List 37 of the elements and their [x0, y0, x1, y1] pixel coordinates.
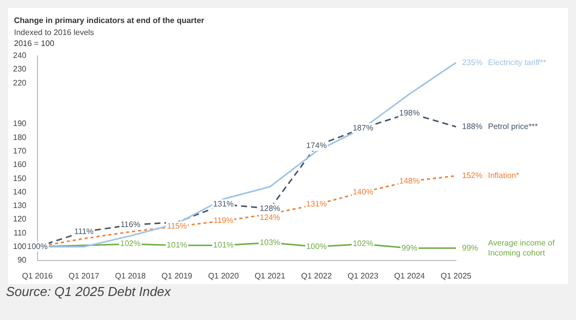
- x-tick-label: Q1 2019: [162, 271, 193, 280]
- y-tick-label: 190: [12, 119, 27, 128]
- y-tick-label: 230: [12, 64, 27, 74]
- chart-title: Change in primary indicators at end of the quarter: [14, 16, 204, 25]
- source-note: Source: Q1 2025 Debt Index: [6, 284, 171, 299]
- text: Inflation*: [488, 171, 520, 180]
- y-tick-label: 170: [12, 146, 27, 156]
- x-tick-label: Q1 2021: [254, 271, 286, 280]
- y-tick-label: 130: [12, 201, 27, 210]
- text: Petrol price***: [488, 122, 538, 131]
- text: Electricity tariff**: [488, 58, 546, 67]
- y-tick-label: 120: [12, 214, 27, 224]
- y-tick-label: 150: [12, 174, 27, 183]
- x-tick-label: Q1 2024: [394, 271, 426, 280]
- chart-subtitle: Indexed to 2016 levels: [14, 28, 94, 37]
- data-label: 152%: [462, 171, 482, 180]
- y-tick-label: 90: [17, 256, 27, 265]
- y-tick-label: 220: [12, 78, 27, 88]
- data-label: 99%: [462, 243, 478, 252]
- data-label: 124%: [260, 213, 280, 222]
- y-tick-label: 180: [12, 132, 27, 142]
- y-tick-label: 240: [12, 51, 27, 60]
- x-tick-label: Q1 2022: [301, 271, 332, 280]
- x-tick-label: Q1 2017: [68, 271, 100, 280]
- data-label: 188%: [462, 122, 482, 131]
- y-tick-label: 110: [14, 228, 27, 238]
- text: 2016 = 100: [14, 39, 54, 48]
- y-tick-label: 160: [12, 160, 27, 170]
- y-tick-label: 100: [12, 242, 27, 251]
- text: Average income of Incoming cohort: [488, 238, 556, 258]
- data-label: 235%: [462, 58, 482, 67]
- x-tick-label: Q1 2025: [440, 271, 472, 280]
- y-tick-label: 140: [12, 187, 27, 196]
- x-tick-label: Q1 2023: [348, 271, 379, 280]
- x-tick-label: Q1 2020: [208, 271, 240, 280]
- x-tick-label: Q1 2018: [115, 271, 146, 280]
- x-tick-label: Q1 2016: [22, 271, 54, 280]
